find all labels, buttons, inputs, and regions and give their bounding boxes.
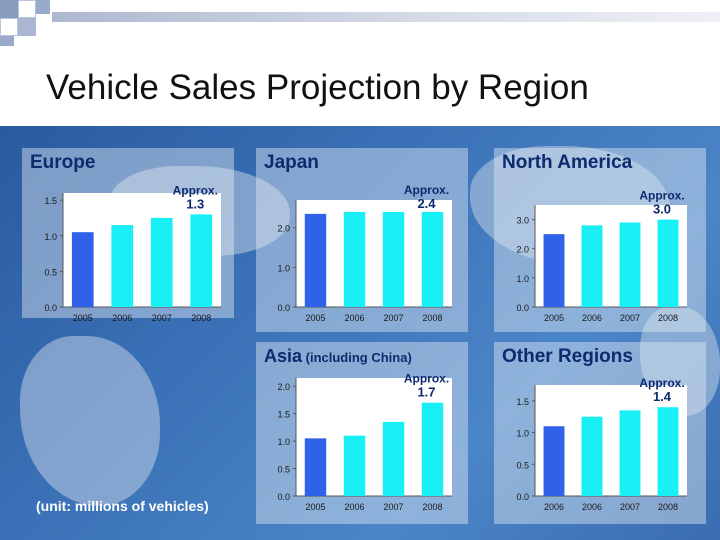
other-regions-bar bbox=[543, 426, 565, 496]
top-rule bbox=[52, 12, 720, 22]
north-america-x-tick-label: 2007 bbox=[620, 313, 640, 323]
asia-bar bbox=[304, 438, 327, 496]
japan-y-tick-label: 1.0 bbox=[277, 263, 290, 273]
north-america-annotation-label: Approx. bbox=[639, 189, 684, 203]
corner-square bbox=[0, 36, 14, 46]
corner-square bbox=[0, 18, 18, 36]
north-america-y-tick-label: 3.0 bbox=[516, 216, 529, 226]
asia-bar bbox=[382, 421, 405, 496]
north-america-bar bbox=[657, 219, 679, 307]
japan-title: Japan bbox=[264, 152, 319, 174]
asia-x-tick-label: 2007 bbox=[383, 502, 403, 512]
corner-square bbox=[0, 0, 18, 18]
europe-bar bbox=[190, 214, 213, 307]
asia-x-tick-label: 2006 bbox=[344, 502, 364, 512]
other-regions-x-tick-label: 2006 bbox=[582, 502, 602, 512]
north-america-title-text: North America bbox=[502, 152, 633, 173]
other-regions-y-tick-label: 1.0 bbox=[516, 429, 529, 439]
asia-bar bbox=[343, 435, 366, 496]
north-america-x-tick-label: 2006 bbox=[582, 313, 602, 323]
map-landmass bbox=[20, 336, 160, 506]
asia-y-tick-label: 1.5 bbox=[277, 410, 290, 420]
other-regions-title-text: Other Regions bbox=[502, 346, 633, 367]
europe-x-tick-label: 2005 bbox=[73, 313, 93, 323]
corner-square bbox=[18, 0, 36, 18]
asia-title-text: Asia bbox=[264, 346, 303, 366]
japan-bar bbox=[382, 211, 405, 307]
corner-decoration bbox=[0, 0, 720, 46]
north-america-y-tick-label: 0.0 bbox=[516, 303, 529, 313]
japan-y-tick-label: 0.0 bbox=[277, 303, 290, 313]
north-america-y-tick-label: 1.0 bbox=[516, 274, 529, 284]
europe-x-tick-label: 2008 bbox=[191, 313, 211, 323]
asia-x-tick-label: 2005 bbox=[305, 502, 325, 512]
europe-x-tick-label: 2006 bbox=[112, 313, 132, 323]
other-regions-bar bbox=[657, 407, 679, 496]
other-regions-y-tick-label: 0.5 bbox=[516, 460, 529, 470]
asia-bar bbox=[421, 402, 444, 496]
other-regions-x-tick-label: 2007 bbox=[620, 502, 640, 512]
japan-title-text: Japan bbox=[264, 152, 319, 173]
japan-annotation-label: Approx. bbox=[404, 183, 449, 197]
europe-y-tick-label: 1.5 bbox=[44, 196, 57, 206]
other-regions-bar bbox=[581, 416, 603, 496]
other-regions-chart: 0.0 0.5 1.0 1.5 2006 2006 2007 2008 Approx.1.4 bbox=[516, 376, 687, 512]
corner-square bbox=[36, 0, 50, 14]
europe-annotation-value: 1.3 bbox=[186, 196, 204, 211]
japan-x-tick-label: 2006 bbox=[344, 313, 364, 323]
japan-y-tick-label: 2.0 bbox=[277, 224, 290, 234]
unit-note: (unit: millions of vehicles) bbox=[36, 498, 209, 514]
asia-annotation-value: 1.7 bbox=[417, 385, 435, 400]
asia-y-tick-label: 1.0 bbox=[277, 437, 290, 447]
europe-bar bbox=[150, 217, 173, 307]
europe-chart: 0.0 0.5 1.0 1.5 2005 2006 2007 2008 Approx.1.3 bbox=[44, 183, 221, 323]
europe-title: Europe bbox=[30, 152, 95, 174]
slide-title: Vehicle Sales Projection by Region bbox=[46, 68, 589, 107]
europe-bar bbox=[111, 225, 134, 307]
japan-annotation-value: 2.4 bbox=[417, 196, 436, 211]
japan-x-tick-label: 2005 bbox=[305, 313, 325, 323]
europe-annotation-label: Approx. bbox=[173, 183, 218, 197]
asia-title: Asia (including China) bbox=[264, 346, 412, 367]
asia-y-tick-label: 2.0 bbox=[277, 382, 290, 392]
asia-annotation-label: Approx. bbox=[404, 372, 449, 386]
europe-y-tick-label: 1.0 bbox=[44, 232, 57, 242]
north-america-x-tick-label: 2008 bbox=[658, 313, 678, 323]
north-america-x-tick-label: 2005 bbox=[544, 313, 564, 323]
other-regions-x-tick-label: 2006 bbox=[544, 502, 564, 512]
japan-x-tick-label: 2007 bbox=[383, 313, 403, 323]
other-regions-annotation-label: Approx. bbox=[639, 376, 684, 390]
north-america-bar bbox=[581, 225, 603, 307]
asia-subtitle: (including China) bbox=[302, 350, 412, 365]
europe-y-tick-label: 0.5 bbox=[44, 267, 57, 277]
corner-square bbox=[18, 18, 36, 36]
north-america-annotation-value: 3.0 bbox=[653, 202, 671, 217]
asia-y-tick-label: 0.5 bbox=[277, 465, 290, 475]
asia-x-tick-label: 2008 bbox=[422, 502, 442, 512]
asia-chart: 0.0 0.5 1.0 1.5 2.0 2005 2006 2007 2008 Approx.1.… bbox=[277, 372, 452, 512]
asia-y-tick-label: 0.0 bbox=[277, 492, 290, 502]
other-regions-x-tick-label: 2008 bbox=[658, 502, 678, 512]
japan-bar bbox=[343, 211, 366, 307]
north-america-y-tick-label: 2.0 bbox=[516, 245, 529, 255]
other-regions-y-tick-label: 1.5 bbox=[516, 397, 529, 407]
other-regions-y-tick-label: 0.0 bbox=[516, 492, 529, 502]
north-america-bar bbox=[543, 234, 565, 307]
north-america-bar bbox=[619, 222, 641, 307]
north-america-title: North America bbox=[502, 152, 632, 174]
other-regions-bar bbox=[619, 410, 641, 496]
other-regions-title: Other Regions bbox=[502, 346, 633, 368]
japan-bar bbox=[421, 211, 444, 307]
other-regions-annotation-value: 1.4 bbox=[653, 389, 672, 404]
europe-bar bbox=[71, 232, 94, 307]
japan-x-tick-label: 2008 bbox=[422, 313, 442, 323]
europe-x-tick-label: 2007 bbox=[152, 313, 172, 323]
europe-y-tick-label: 0.0 bbox=[44, 303, 57, 313]
europe-title-text: Europe bbox=[30, 152, 96, 173]
japan-bar bbox=[304, 213, 327, 307]
japan-chart: 0.0 1.0 2.0 2005 2006 2007 2008 Approx.2.4 bbox=[277, 183, 452, 323]
